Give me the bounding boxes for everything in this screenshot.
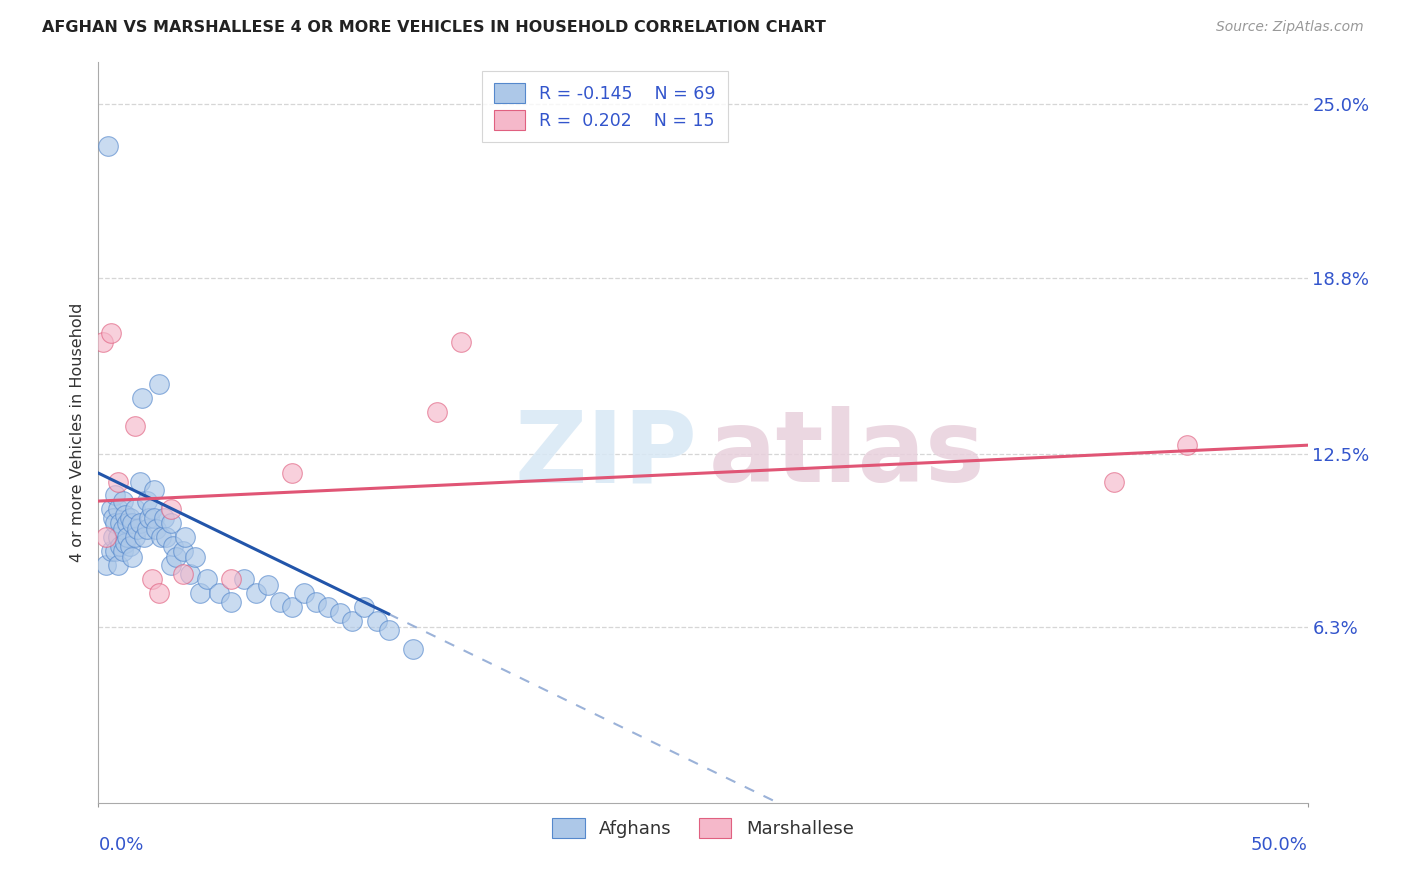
Point xyxy=(165,549,187,564)
Point xyxy=(221,572,243,586)
Y-axis label: 4 or more Vehicles in Household: 4 or more Vehicles in Household xyxy=(70,303,86,562)
Point xyxy=(292,586,315,600)
Point xyxy=(135,522,157,536)
Point xyxy=(124,502,146,516)
Point xyxy=(107,502,129,516)
Point xyxy=(104,544,127,558)
Text: 50.0%: 50.0% xyxy=(1251,836,1308,855)
Point xyxy=(108,539,131,553)
Point xyxy=(316,600,339,615)
Point xyxy=(108,516,131,531)
Point xyxy=(135,494,157,508)
Point xyxy=(1175,438,1198,452)
Point xyxy=(143,511,166,525)
Point xyxy=(172,544,194,558)
Point xyxy=(353,600,375,615)
Point xyxy=(269,594,291,608)
Point xyxy=(111,522,134,536)
Point xyxy=(118,511,141,525)
Point xyxy=(107,475,129,489)
Point xyxy=(100,544,122,558)
Point xyxy=(101,530,124,544)
Text: AFGHAN VS MARSHALLESE 4 OR MORE VEHICLES IN HOUSEHOLD CORRELATION CHART: AFGHAN VS MARSHALLESE 4 OR MORE VEHICLES… xyxy=(42,20,827,35)
Point xyxy=(145,522,167,536)
Text: ZIP: ZIP xyxy=(515,407,697,503)
Point xyxy=(91,334,114,349)
Point xyxy=(450,334,472,349)
Point xyxy=(426,405,449,419)
Point xyxy=(281,466,304,480)
Point xyxy=(221,594,243,608)
Point xyxy=(179,566,201,581)
Point xyxy=(143,483,166,497)
Point xyxy=(402,642,425,657)
Text: Source: ZipAtlas.com: Source: ZipAtlas.com xyxy=(1216,20,1364,34)
Point xyxy=(127,522,149,536)
Point xyxy=(141,502,163,516)
Point xyxy=(117,530,139,544)
Point xyxy=(111,544,134,558)
Point xyxy=(111,494,134,508)
Point xyxy=(342,614,364,628)
Point xyxy=(155,530,177,544)
Point xyxy=(104,488,127,502)
Point xyxy=(131,391,153,405)
Point xyxy=(305,594,328,608)
Point xyxy=(160,558,183,573)
Point xyxy=(162,539,184,553)
Point xyxy=(377,623,399,637)
Point xyxy=(94,530,117,544)
Point xyxy=(94,558,117,573)
Point xyxy=(1102,475,1125,489)
Point xyxy=(114,536,136,550)
Point xyxy=(128,475,150,489)
Point xyxy=(124,530,146,544)
Point xyxy=(150,530,173,544)
Point xyxy=(160,502,183,516)
Point xyxy=(188,586,211,600)
Point xyxy=(121,516,143,531)
Point xyxy=(124,418,146,433)
Point xyxy=(208,586,231,600)
Point xyxy=(121,549,143,564)
Point xyxy=(118,539,141,553)
Point xyxy=(329,606,352,620)
Point xyxy=(100,326,122,341)
Point xyxy=(117,516,139,531)
Point xyxy=(152,511,174,525)
Point xyxy=(101,511,124,525)
Text: atlas: atlas xyxy=(709,407,986,503)
Point xyxy=(104,516,127,531)
Point xyxy=(97,139,120,153)
Point xyxy=(107,530,129,544)
Point xyxy=(148,376,170,391)
Point xyxy=(172,566,194,581)
Point xyxy=(366,614,388,628)
Point xyxy=(114,508,136,522)
Point xyxy=(281,600,304,615)
Point xyxy=(174,530,197,544)
Point xyxy=(184,549,207,564)
Point xyxy=(148,586,170,600)
Point xyxy=(134,530,156,544)
Legend: Afghans, Marshallese: Afghans, Marshallese xyxy=(546,810,860,846)
Point xyxy=(107,558,129,573)
Point xyxy=(141,572,163,586)
Point xyxy=(232,572,254,586)
Point xyxy=(128,516,150,531)
Point xyxy=(160,516,183,531)
Point xyxy=(256,578,278,592)
Point xyxy=(195,572,218,586)
Point xyxy=(245,586,267,600)
Point xyxy=(138,511,160,525)
Point xyxy=(100,502,122,516)
Text: 0.0%: 0.0% xyxy=(98,836,143,855)
